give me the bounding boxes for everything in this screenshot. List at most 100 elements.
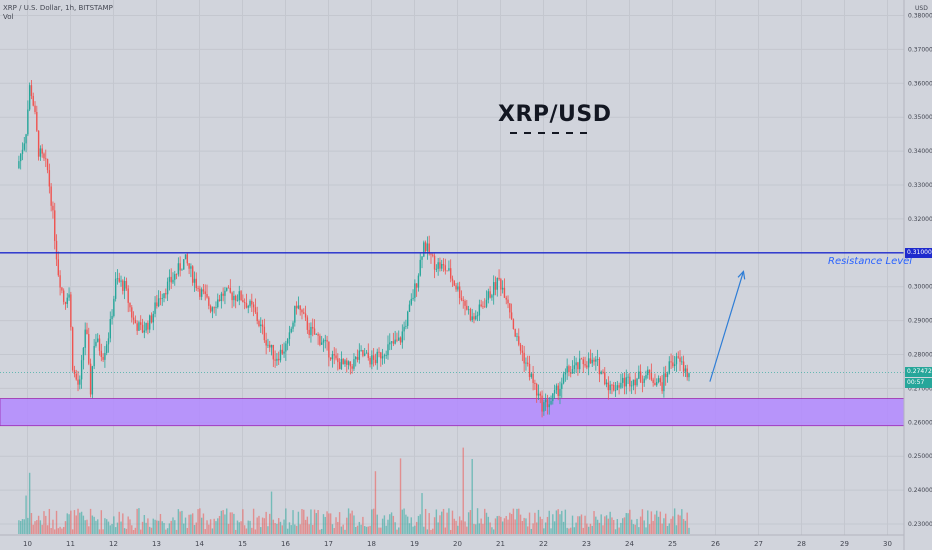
candle-body [353, 359, 355, 369]
volume-bar [161, 521, 163, 534]
candle-body [528, 363, 531, 377]
candle-body [88, 334, 90, 364]
volume-bar [328, 513, 330, 534]
candle-body [600, 371, 602, 375]
candle-body [292, 322, 294, 329]
candle-body [587, 358, 590, 368]
candle-body [252, 304, 255, 308]
candle-body [229, 287, 232, 293]
candle-body [439, 262, 441, 269]
candle-body [62, 290, 65, 302]
candle-body [279, 349, 282, 361]
volume-bar [376, 514, 378, 534]
candle-body [541, 395, 543, 412]
candle-body [308, 329, 310, 335]
candle-body [449, 268, 452, 279]
candle-body [595, 359, 597, 362]
candle-body [464, 300, 466, 306]
volume-bar [548, 510, 550, 534]
volume-bar [351, 510, 353, 534]
volume-bar [602, 525, 604, 534]
candle-body [145, 322, 147, 331]
volume-bar [600, 514, 602, 534]
volume-bar [123, 528, 126, 534]
volume-bar [168, 523, 171, 534]
y-tick-label: 0.35000 [908, 114, 932, 121]
candle-body [415, 283, 418, 288]
volume-bar [586, 523, 588, 534]
candle-body [95, 341, 97, 346]
volume-bar [109, 525, 111, 534]
volume-bar [360, 524, 362, 534]
volume-bar [267, 526, 269, 534]
volume-bar [269, 513, 271, 534]
candle-body [355, 357, 357, 360]
volume-bar [166, 528, 169, 534]
candle-body [410, 298, 412, 305]
candle-body [494, 282, 497, 290]
candle-body [41, 148, 43, 154]
volume-bar [224, 514, 226, 534]
candle-body [174, 274, 176, 280]
volume-bar [593, 511, 595, 534]
volume-bar [439, 515, 441, 534]
volume-bar [664, 513, 667, 534]
candle-body [630, 385, 633, 387]
candle-body [152, 313, 154, 323]
candle-body [84, 329, 86, 348]
volume-bar [165, 529, 167, 534]
candle-body [25, 134, 27, 144]
candle-body [571, 369, 574, 374]
volume-bar [301, 509, 303, 534]
candle-body [369, 357, 371, 365]
volume-bar [571, 515, 574, 534]
x-tick-label: 27 [754, 540, 763, 548]
candle-body [111, 315, 113, 320]
candle-body [312, 326, 314, 329]
candle-body [453, 280, 455, 286]
volume-bar [527, 526, 529, 534]
volume-bar [277, 518, 280, 534]
volume-bar [641, 509, 644, 534]
volume-bar [55, 510, 58, 534]
volume-bar [70, 510, 72, 534]
candle-body [285, 343, 287, 352]
candle-body [573, 365, 576, 370]
volume-bar [659, 511, 662, 534]
candle-body [116, 278, 119, 280]
candle-body [100, 350, 103, 357]
volume-bar [195, 522, 197, 534]
volume-bar [227, 523, 230, 534]
candle-body [516, 336, 518, 338]
volume-bar [578, 516, 581, 534]
volume-bar [191, 513, 194, 534]
x-tick-label: 10 [23, 540, 32, 548]
candle-body [61, 287, 63, 291]
x-tick-label: 14 [195, 540, 204, 548]
volume-bar [652, 520, 654, 534]
volume-bar [154, 519, 156, 534]
candle-body [267, 344, 269, 346]
volume-bar [111, 523, 113, 534]
volume-bar [131, 525, 133, 534]
volume-bar [226, 508, 228, 534]
candle-body [437, 262, 439, 269]
candle-body [537, 393, 540, 396]
volume-bar [383, 515, 386, 534]
volume-bar [177, 509, 180, 534]
candle-body [433, 255, 436, 270]
candle-body [337, 358, 339, 363]
candle-body [652, 379, 654, 383]
candle-body [199, 288, 201, 297]
volume-bar [217, 518, 219, 534]
volume-bar [458, 516, 461, 534]
x-tick-label: 21 [496, 540, 505, 548]
candle-body [568, 366, 570, 373]
volume-bar [234, 529, 237, 534]
volume-bar [202, 513, 205, 534]
volume-bar [18, 520, 20, 534]
x-tick-label: 13 [152, 540, 161, 548]
